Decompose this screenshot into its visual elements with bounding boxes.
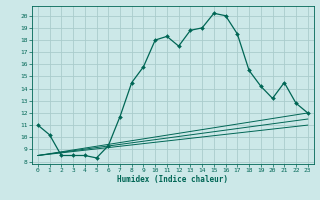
X-axis label: Humidex (Indice chaleur): Humidex (Indice chaleur) <box>117 175 228 184</box>
